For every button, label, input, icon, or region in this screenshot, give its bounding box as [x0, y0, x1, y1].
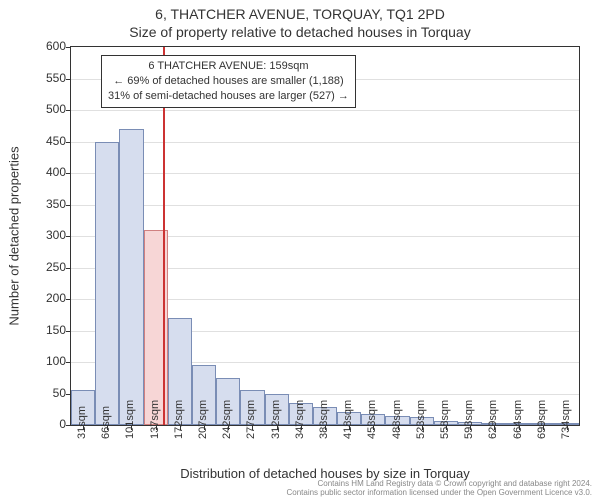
y-tick-label: 50 — [26, 386, 66, 400]
annotation-line: ← 69% of detached houses are smaller (1,… — [113, 75, 344, 87]
gridline — [71, 142, 579, 143]
y-tick-label: 100 — [26, 354, 66, 368]
bar — [119, 129, 143, 425]
gridline — [71, 173, 579, 174]
annotation-box: 6 THATCHER AVENUE: 159sqm ← 69% of detach… — [101, 55, 356, 108]
y-tick-mark — [66, 79, 71, 80]
y-tick-mark — [66, 110, 71, 111]
y-tick-mark — [66, 47, 71, 48]
y-tick-label: 600 — [26, 39, 66, 53]
annotation-line: 6 THATCHER AVENUE: 159sqm — [148, 60, 308, 72]
y-tick-label: 150 — [26, 323, 66, 337]
y-tick-mark — [66, 268, 71, 269]
y-tick-label: 550 — [26, 71, 66, 85]
gridline — [71, 205, 579, 206]
chart-container: 6, THATCHER AVENUE, TORQUAY, TQ1 2PD Siz… — [0, 0, 600, 500]
y-tick-mark — [66, 331, 71, 332]
annotation-line: 31% of semi-detached houses are larger (… — [108, 90, 349, 102]
gridline — [71, 110, 579, 111]
y-tick-label: 450 — [26, 134, 66, 148]
y-tick-label: 300 — [26, 228, 66, 242]
y-tick-label: 400 — [26, 165, 66, 179]
y-tick-mark — [66, 236, 71, 237]
y-tick-label: 500 — [26, 102, 66, 116]
y-tick-label: 200 — [26, 291, 66, 305]
footer-text: Contains HM Land Registry data © Crown c… — [286, 479, 592, 498]
y-tick-mark — [66, 299, 71, 300]
bar — [95, 142, 119, 426]
y-tick-mark — [66, 142, 71, 143]
y-tick-mark — [66, 205, 71, 206]
y-axis-label: Number of detached properties — [7, 146, 22, 325]
footer-line-1: Contains HM Land Registry data © Crown c… — [318, 479, 593, 488]
plot-area: 6 THATCHER AVENUE: 159sqm ← 69% of detach… — [70, 46, 580, 426]
y-tick-label: 250 — [26, 260, 66, 274]
chart-title-sub: Size of property relative to detached ho… — [0, 24, 600, 40]
footer-line-2: Contains public sector information licen… — [286, 488, 592, 497]
y-tick-mark — [66, 362, 71, 363]
y-tick-label: 0 — [26, 417, 66, 431]
y-tick-label: 350 — [26, 197, 66, 211]
y-tick-mark — [66, 173, 71, 174]
chart-title-main: 6, THATCHER AVENUE, TORQUAY, TQ1 2PD — [0, 6, 600, 22]
y-tick-mark — [66, 425, 71, 426]
